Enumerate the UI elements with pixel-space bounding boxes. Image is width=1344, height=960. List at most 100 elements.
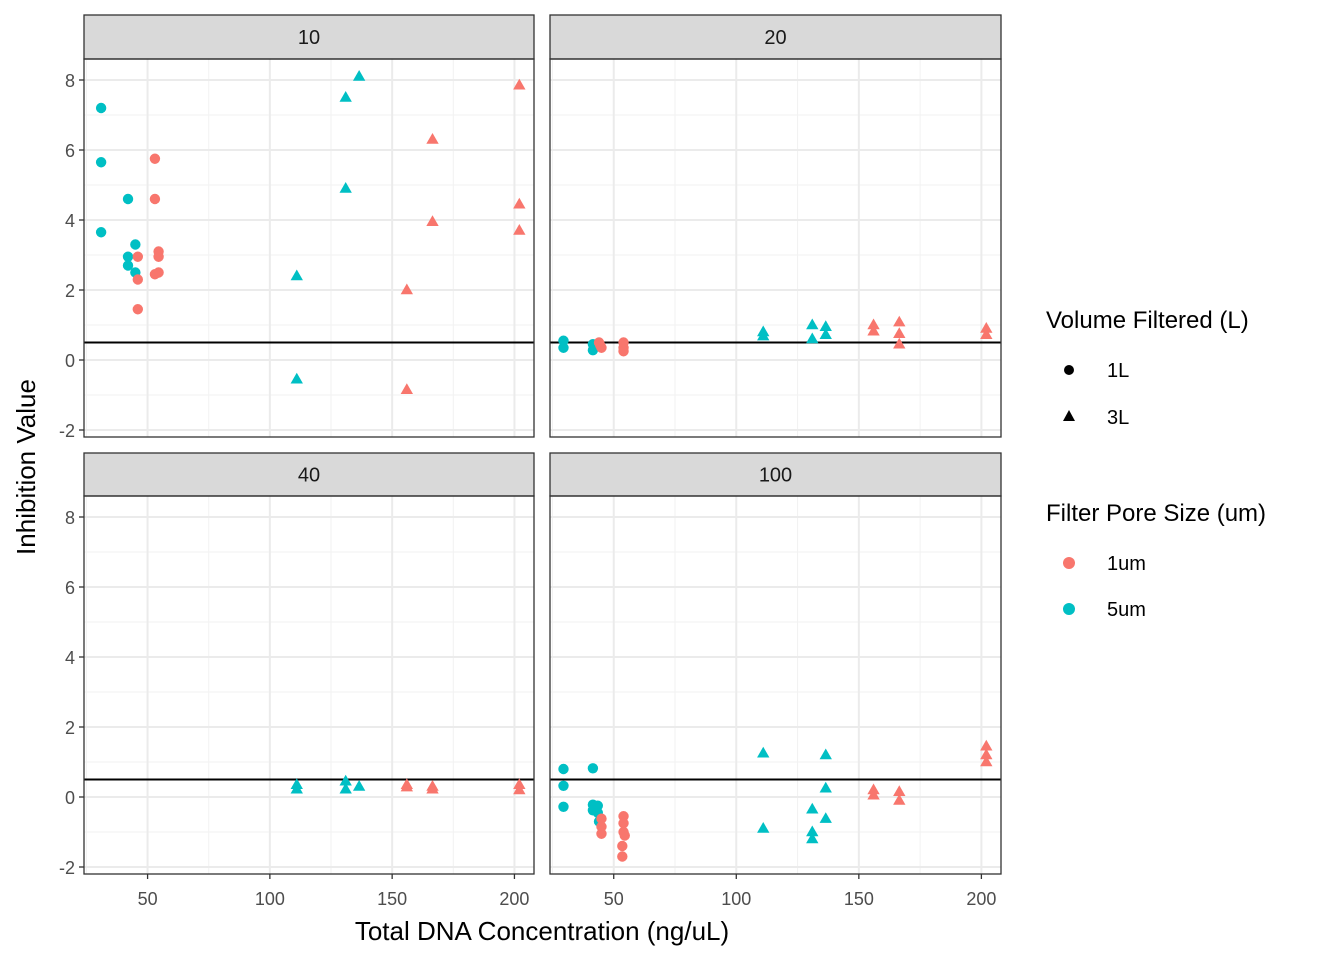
data-point-1L: [596, 828, 607, 839]
panel-border: [83, 58, 535, 438]
data-point-1L: [132, 304, 144, 315]
data-point-3L: [400, 383, 414, 394]
y-tick-label: 8: [65, 71, 75, 91]
panel-background: [84, 496, 534, 874]
data-point-1L: [122, 193, 134, 205]
data-point-3L: [893, 327, 906, 338]
panel-border: [83, 495, 535, 875]
data-point-3L: [513, 78, 526, 90]
data-point-3L: [426, 782, 439, 794]
data-point-3L: [867, 788, 880, 800]
data-point-3L: [400, 283, 414, 295]
facet-strip: [549, 14, 1002, 60]
x-tick-label: 50: [604, 889, 624, 909]
y-tick-label: -2: [59, 858, 75, 878]
data-point-3L: [426, 215, 439, 226]
y-tick-label: 2: [65, 281, 75, 301]
data-point-1L: [122, 260, 134, 271]
x-tick-label: 150: [377, 889, 407, 909]
facet-strip: [83, 452, 535, 497]
data-point-1L: [618, 346, 629, 357]
data-point-3L: [757, 822, 770, 833]
data-point-3L: [980, 322, 993, 333]
facet-strip-label: 20: [764, 27, 786, 49]
y-tick-label: 4: [65, 211, 75, 231]
data-point-3L: [980, 328, 993, 340]
legend-key-1L-circle: [1064, 365, 1074, 375]
data-point-3L: [426, 133, 439, 144]
data-point-3L: [893, 794, 906, 805]
data-point-3L: [806, 832, 819, 844]
data-point-3L: [819, 812, 832, 823]
data-point-3L: [806, 318, 819, 330]
facet-strip: [549, 452, 1002, 497]
x-tick-label: 100: [255, 889, 285, 909]
data-point-1L: [149, 153, 161, 164]
y-tick-label: 0: [65, 788, 75, 808]
axes-layer: -2 0 2 4 6 8 -2 0 2 4 6 8 50 100 150 200 50 100 150 200: [59, 71, 996, 909]
legend-label-5um: 5um: [1107, 599, 1146, 621]
data-point-1L: [596, 813, 607, 824]
legend-label-3L: 3L: [1107, 407, 1129, 429]
legend-key-3L-triangle: [1063, 410, 1075, 421]
x-tick-label: 200: [966, 889, 996, 909]
legend-title-volume: Volume Filtered (L): [1046, 307, 1249, 334]
data-point-3L: [819, 748, 832, 760]
data-point-3L: [513, 783, 526, 795]
x-tick-label: 200: [499, 889, 529, 909]
data-point-3L: [819, 320, 832, 331]
data-point-3L: [819, 781, 832, 793]
data-point-3L: [290, 782, 303, 794]
y-tick-label: 4: [65, 648, 75, 668]
data-point-3L: [893, 315, 906, 327]
panel-background: [550, 59, 1001, 437]
data-point-1L: [617, 840, 628, 852]
data-point-3L: [290, 269, 303, 281]
data-point-3L: [806, 332, 819, 344]
data-point-1L: [619, 830, 630, 841]
data-point-3L: [893, 785, 906, 796]
data-point-1L: [132, 251, 144, 262]
data-point-3L: [806, 825, 819, 837]
data-point-3L: [400, 780, 414, 792]
facet-strip-label: 40: [298, 465, 320, 487]
data-point-1L: [132, 274, 144, 285]
data-point-3L: [980, 755, 993, 767]
data-point-1L: [587, 763, 599, 774]
panel-10: 10: [83, 14, 535, 438]
legend-key-5um: [1063, 603, 1075, 615]
data-point-3L: [980, 739, 993, 751]
panel-border: [549, 58, 1002, 438]
data-point-1L: [618, 818, 629, 829]
data-point-3L: [757, 329, 770, 341]
legend-title-pore: Filter Pore Size (um): [1046, 500, 1266, 527]
data-point-3L: [352, 70, 366, 81]
data-point-1L: [558, 780, 569, 791]
data-point-1L: [617, 851, 628, 862]
data-point-1L: [130, 239, 141, 250]
y-tick-label: 0: [65, 351, 75, 371]
data-point-3L: [893, 337, 906, 349]
data-point-3L: [339, 774, 352, 786]
data-point-1L: [122, 251, 134, 262]
y-tick-label: 2: [65, 718, 75, 738]
panel-border: [549, 495, 1002, 875]
x-tick-label: 150: [844, 889, 874, 909]
panel-background: [550, 496, 1001, 874]
panel-background: [84, 59, 534, 437]
facet-strip-label: 10: [298, 27, 320, 49]
legend-key-1um: [1063, 557, 1075, 569]
panel-100: 100: [549, 452, 1002, 875]
facet-strip-label: 100: [759, 465, 792, 487]
data-point-1L: [596, 342, 607, 353]
legend: Volume Filtered (L) 1L 3L Filter Pore Si…: [1046, 307, 1266, 621]
data-point-3L: [980, 748, 993, 760]
data-point-3L: [513, 224, 526, 235]
data-point-3L: [513, 197, 526, 209]
data-point-1L: [558, 801, 569, 812]
data-point-3L: [339, 91, 352, 102]
data-point-3L: [290, 372, 303, 384]
x-tick-label: 50: [138, 889, 158, 909]
y-tick-label: 8: [65, 508, 75, 528]
